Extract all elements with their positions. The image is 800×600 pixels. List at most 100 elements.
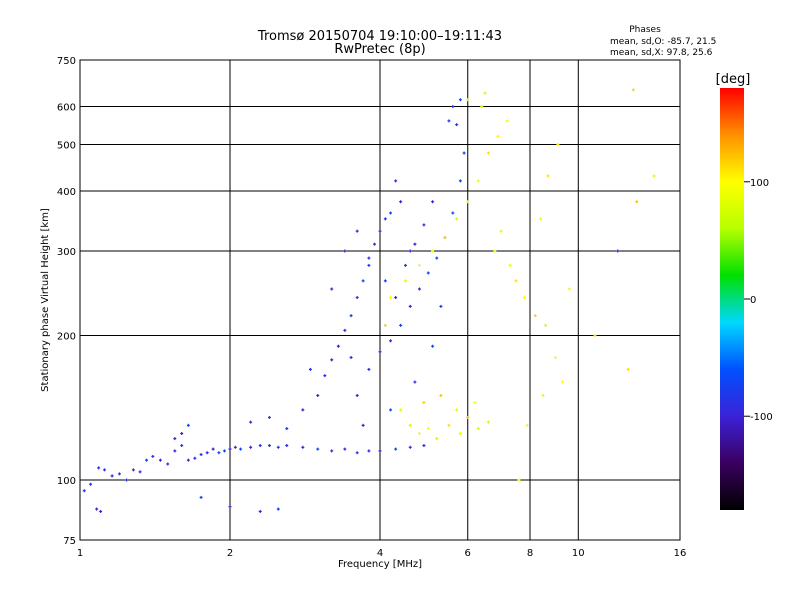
x-tick-label: 8 <box>527 548 533 559</box>
data-point <box>330 287 334 291</box>
data-point <box>383 279 387 283</box>
data-point <box>276 507 280 511</box>
data-point <box>97 466 101 470</box>
x-tick-label: 4 <box>377 548 383 559</box>
data-point <box>308 367 312 371</box>
x-axis-ticks: 1 2 4 6 8 10 16 <box>77 548 687 559</box>
data-point <box>431 344 435 348</box>
data-point <box>533 314 537 318</box>
y-tick-label: 200 <box>57 332 76 343</box>
data-point <box>373 242 377 246</box>
data-point <box>151 454 155 458</box>
data-point <box>355 296 359 300</box>
data-point <box>389 211 393 215</box>
data-point <box>330 449 334 453</box>
data-point <box>217 451 221 455</box>
data-point <box>422 444 426 448</box>
data-point <box>546 174 550 178</box>
data-point <box>349 314 353 318</box>
x-tick-label: 6 <box>465 548 471 559</box>
data-point <box>458 432 462 436</box>
data-point <box>361 423 365 427</box>
data-point <box>439 394 443 398</box>
data-point <box>285 427 289 431</box>
data-point <box>480 105 484 109</box>
data-point <box>631 88 635 92</box>
data-point <box>267 444 271 448</box>
y-axis-ticks: 75 100 200 300 400 500 600 750 <box>57 56 76 547</box>
data-point <box>431 249 435 253</box>
data-point <box>301 408 305 412</box>
data-point <box>435 256 439 260</box>
data-point <box>413 380 417 384</box>
y-axis-label: Stationary phase Virtual Height [km] <box>40 208 51 392</box>
data-point <box>486 420 490 424</box>
data-point <box>435 437 439 441</box>
data-point <box>455 217 459 221</box>
data-point <box>301 445 305 449</box>
data-point <box>447 119 451 123</box>
data-point <box>505 119 509 123</box>
stats-header: Phases <box>629 25 661 35</box>
chart-subtitle: RwPretec (8p) <box>334 42 425 57</box>
data-point <box>553 355 557 359</box>
data-point <box>476 427 480 431</box>
colorbar-ticks: 100 0 -100 <box>744 178 773 423</box>
data-point <box>343 447 347 451</box>
data-point <box>616 249 620 253</box>
data-point <box>316 394 320 398</box>
y-tick-label: 500 <box>57 141 76 152</box>
data-point <box>493 249 497 253</box>
data-point <box>394 447 398 451</box>
data-point <box>82 489 86 493</box>
data-point <box>426 427 430 431</box>
data-point <box>378 229 382 233</box>
y-tick-label: 600 <box>57 103 76 114</box>
data-point <box>399 323 403 327</box>
data-point <box>447 423 451 427</box>
data-point <box>316 447 320 451</box>
data-point <box>383 323 387 327</box>
data-point <box>186 458 190 462</box>
data-point <box>110 474 114 478</box>
data-point <box>336 344 340 348</box>
data-point <box>138 470 142 474</box>
data-point <box>593 334 597 338</box>
data-point <box>413 242 417 246</box>
data-point <box>145 458 149 462</box>
data-point <box>561 380 565 384</box>
colorbar <box>720 88 744 510</box>
data-point <box>408 445 412 449</box>
data-point <box>249 445 253 449</box>
data-point <box>199 495 203 499</box>
data-point <box>355 394 359 398</box>
data-point <box>355 451 359 455</box>
data-point <box>517 478 521 482</box>
data-point <box>173 437 177 441</box>
data-point <box>211 447 215 451</box>
data-point <box>205 451 209 455</box>
data-point <box>323 374 327 378</box>
data-point <box>451 211 455 215</box>
data-point <box>499 229 503 233</box>
data-point <box>389 339 393 343</box>
colorbar-label: [deg] <box>716 72 751 87</box>
data-point <box>466 200 470 204</box>
chart-title: Tromsø 20150704 19:10:00–19:11:43 <box>257 29 502 44</box>
x-tick-label: 1 <box>77 548 83 559</box>
data-point <box>249 420 253 424</box>
data-point <box>455 408 459 412</box>
x-tick-label: 2 <box>227 548 233 559</box>
data-point <box>451 105 455 109</box>
y-tick-label: 750 <box>57 56 76 67</box>
data-point <box>355 229 359 233</box>
data-point <box>462 151 466 155</box>
colorbar-tick-label: 100 <box>750 178 769 189</box>
data-point <box>367 449 371 453</box>
data-point <box>403 279 407 283</box>
data-point <box>330 358 334 362</box>
y-tick-label: 300 <box>57 247 76 258</box>
data-point <box>417 432 421 436</box>
data-point <box>417 287 421 291</box>
